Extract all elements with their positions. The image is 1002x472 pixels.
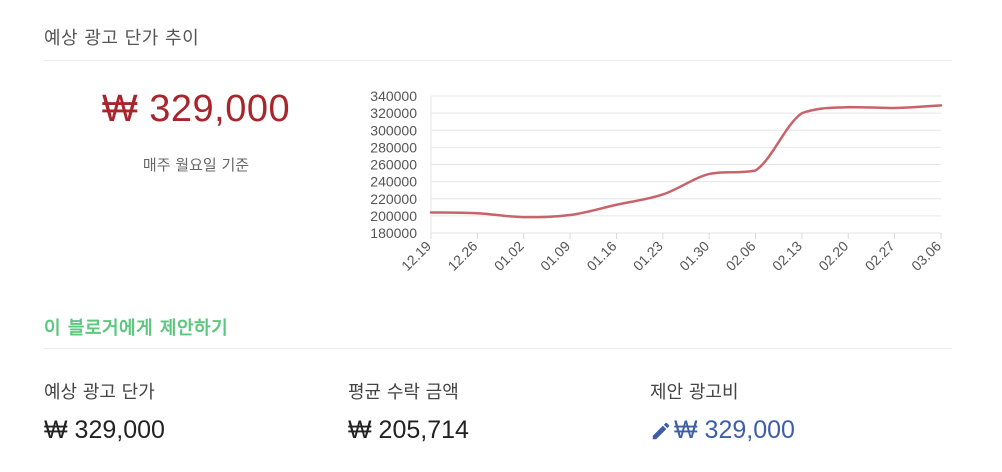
proposal-budget-editor[interactable]: ₩ 329,000 (650, 416, 795, 445)
y-tick-label: 300000 (370, 122, 417, 138)
x-tick-label: 12.26 (444, 238, 480, 274)
x-tick-label: 01.30 (676, 238, 712, 274)
x-tick-label: 12.19 (398, 238, 434, 274)
average-accepted-label: 평균 수락 금액 (348, 382, 459, 403)
pencil-icon[interactable] (650, 420, 672, 442)
x-tick-label: 02.20 (815, 238, 851, 274)
section-title: 예상 광고 단가 추이 (44, 28, 200, 49)
series-line (429, 104, 943, 219)
divider (44, 348, 952, 349)
average-accepted-value: ₩ 205,714 (348, 416, 469, 444)
x-axis-ticks: 12.19 12.26 01.02 01.09 01.16 01.23 01.30 02.06… (398, 233, 944, 274)
y-tick-label: 180000 (370, 225, 417, 241)
expected-price-value: ₩ 329,000 (44, 416, 165, 444)
x-tick-label: 02.13 (769, 238, 805, 274)
x-tick-label: 02.27 (862, 238, 898, 274)
x-tick-label: 01.23 (630, 238, 666, 274)
y-tick-label: 280000 (370, 139, 417, 155)
y-tick-label: 220000 (370, 191, 417, 207)
price-basis-note: 매주 월요일 기준 (142, 156, 250, 174)
y-tick-label: 240000 (370, 174, 417, 190)
x-tick-label: 02.06 (723, 238, 759, 274)
divider (44, 60, 952, 61)
y-tick-label: 260000 (370, 157, 417, 173)
expected-price-label: 예상 광고 단가 (44, 382, 155, 403)
y-tick-label: 320000 (370, 105, 417, 121)
proposal-budget-value[interactable]: ₩ 329,000 (674, 416, 795, 444)
x-tick-label: 03.06 (908, 238, 944, 274)
chart-grid (430, 95, 941, 234)
x-tick-label: 01.09 (537, 238, 573, 274)
x-tick-label: 01.02 (491, 238, 527, 274)
proposal-budget-label: 제안 광고비 (650, 382, 739, 403)
estimated-price: ₩ 329,000 (101, 88, 291, 130)
suggest-section-title: 이 블로거에게 제안하기 (44, 318, 229, 339)
x-tick-label: 01.16 (583, 238, 619, 274)
y-tick-label: 200000 (370, 208, 417, 224)
y-tick-label: 340000 (370, 88, 417, 104)
